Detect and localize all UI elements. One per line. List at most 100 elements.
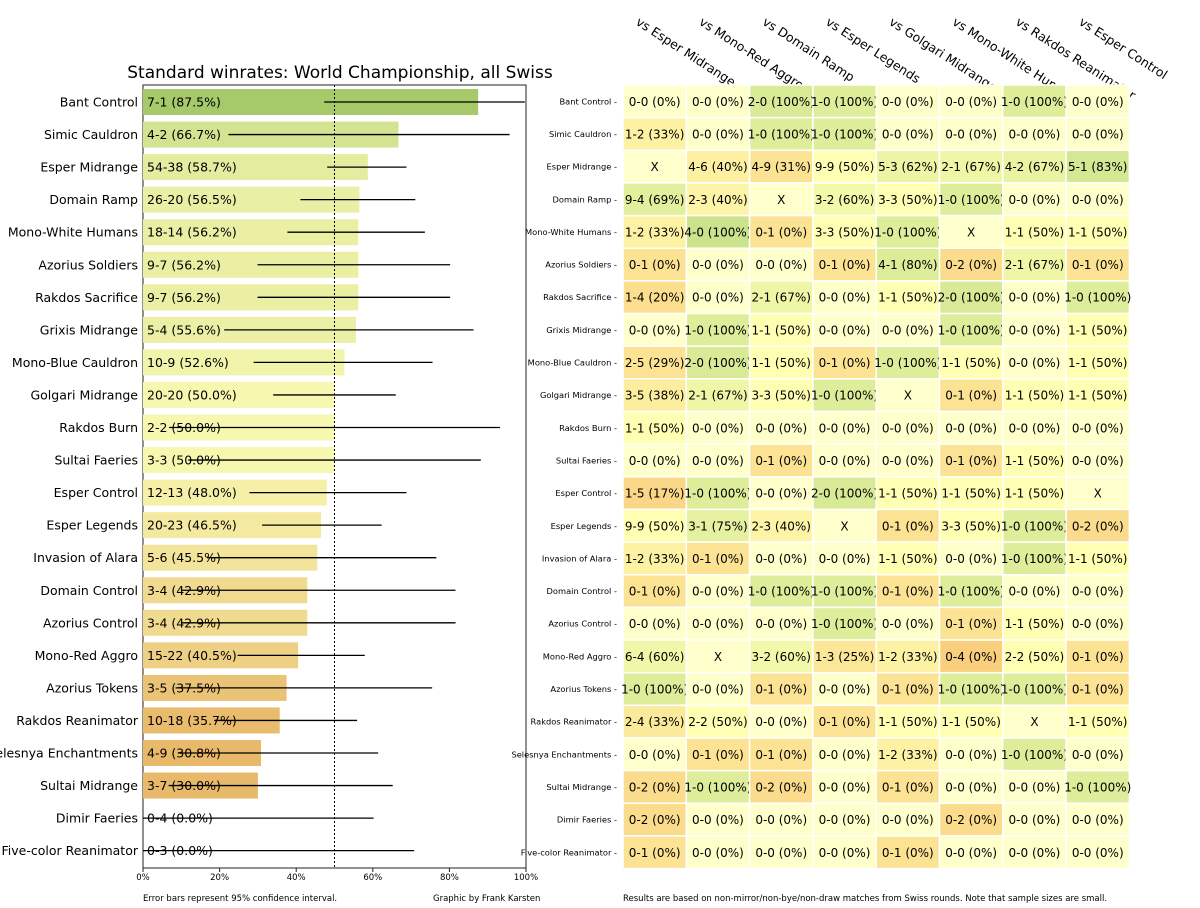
matchup-cell-label: 0-0 (0%) [1009, 127, 1061, 141]
bar-value-label: 26-20 (56.5%) [147, 192, 237, 207]
matchup-cell [685, 835, 751, 870]
matchup-cell-label: 1-0 (100%) [1001, 552, 1068, 566]
matchup-cell-label: 4-1 (80%) [878, 258, 937, 272]
matchup-cell [938, 476, 1004, 511]
deck-label: Selesnya Enchantments [0, 746, 138, 761]
matchup-cell [622, 737, 688, 772]
matchup-cell [1002, 639, 1067, 674]
matchup-cell-label: 0-1 (0%) [755, 454, 807, 468]
matchup-cell-label: 1-1 (50%) [941, 715, 1000, 729]
matchup-cell-label: 0-0 (0%) [882, 421, 934, 435]
matchup-cell-label: 0-0 (0%) [1072, 421, 1124, 435]
matchup-cell [1002, 574, 1067, 609]
matchup-cell-label: 2-0 (100%) [938, 291, 1005, 305]
deck-label: Domain Ramp [49, 192, 138, 207]
matchup-cell-label: 1-0 (100%) [811, 585, 878, 599]
matchup-cell-label: 2-0 (100%) [811, 487, 878, 501]
deck-label: Bant Control [60, 95, 138, 110]
matchup-cell-label: 0-0 (0%) [1009, 780, 1061, 794]
matchup-cell-label: 0-1 (0%) [945, 454, 997, 468]
matchup-cell-label: 1-0 (100%) [874, 356, 941, 370]
bar-value-label: 10-9 (52.6%) [147, 355, 229, 370]
matchup-cell-label: 1-0 (100%) [874, 225, 941, 239]
matchup-cell-label: 0-1 (0%) [882, 846, 934, 860]
matchup-row-label: Esper Legends - [551, 521, 617, 531]
matchup-cell [1065, 671, 1131, 707]
matchup-cell [622, 671, 688, 707]
matchup-cell [938, 737, 1004, 772]
matchup-cell-label: 0-0 (0%) [755, 846, 807, 860]
matchup-cell-label: 1-0 (100%) [1001, 519, 1068, 533]
matchup-cell-label: 0-1 (0%) [945, 389, 997, 403]
bar-value-label: 3-4 (42.9%) [147, 615, 221, 630]
matchup-cell [1065, 541, 1131, 576]
matchup-cell-label: 0-2 (0%) [755, 780, 807, 794]
matchup-cell-label: 1-0 (100%) [621, 683, 688, 697]
matchup-cell-label: 0-0 (0%) [819, 780, 871, 794]
bar-value-label: 15-22 (40.5%) [147, 648, 237, 663]
matchup-cell-label: 1-1 (50%) [941, 356, 1000, 370]
deck-label: Rakdos Reanimator [16, 713, 139, 728]
matchup-cell [812, 214, 877, 250]
matchup-cell [748, 182, 814, 217]
matchup-cell-label: 1-0 (100%) [938, 323, 1005, 337]
matchup-cell-label: 0-1 (0%) [882, 780, 934, 794]
matchup-cell [685, 671, 751, 707]
matchup-cell-label: 1-2 (33%) [878, 748, 937, 762]
matchup-cell-label: 0-0 (0%) [692, 421, 744, 435]
matchup-cell-label: 0-1 (0%) [1072, 258, 1124, 272]
matchup-cell [622, 410, 688, 445]
matchup-cell [748, 574, 814, 609]
matchup-cell-label: 0-1 (0%) [945, 617, 997, 631]
matchup-cell-label: 3-3 (50%) [815, 225, 874, 239]
deck-label: Esper Legends [46, 518, 138, 533]
matchup-cell-label: 0-1 (0%) [629, 846, 681, 860]
matchup-cell [748, 508, 814, 543]
bar-value-label: 5-6 (45.5%) [147, 550, 221, 565]
matchup-cell-label: 0-0 (0%) [819, 421, 871, 435]
matchup-cell-label: 2-1 (67%) [688, 389, 747, 403]
matchup-cell [812, 737, 877, 772]
matchup-cell-label: 3-5 (38%) [625, 389, 684, 403]
matchup-cell-label: 1-0 (100%) [811, 617, 878, 631]
x-tick-label: 100% [514, 873, 538, 883]
matchup-cell [622, 704, 688, 739]
bar-value-label: 0-4 (0.0%) [147, 811, 213, 826]
matchup-cell [748, 149, 814, 184]
matchup-cell-label: 0-0 (0%) [629, 617, 681, 631]
matchup-row-label: Domain Control - [547, 586, 617, 596]
matchup-cell-label: 0-0 (0%) [819, 846, 871, 860]
bar-value-label: 2-2 (50.0%) [147, 420, 221, 435]
matchup-cell [1002, 835, 1067, 870]
bar-value-label: 18-14 (56.2%) [147, 225, 237, 240]
deck-label: Azorius Soldiers [38, 257, 138, 272]
matchup-cell-label: 1-1 (50%) [878, 552, 937, 566]
matchup-row-label: Sultai Midrange - [546, 782, 617, 792]
matchup-cell [938, 312, 1004, 347]
matchup-cell [1065, 737, 1131, 772]
matchup-cell [938, 410, 1004, 445]
matchup-cell [1002, 116, 1067, 152]
matchup-cell-label: 0-1 (0%) [819, 715, 871, 729]
matchup-cell-label: 1-1 (50%) [878, 715, 937, 729]
matchup-cell-label: 3-3 (50%) [941, 519, 1000, 533]
matchup-cell-label: 2-0 (100%) [684, 356, 751, 370]
matchup-cell-label: 1-0 (100%) [684, 780, 751, 794]
bar-value-label: 3-7 (30.0%) [147, 778, 221, 793]
matchup-row-label: Golgari Midrange - [540, 390, 617, 400]
matchup-cell-label: 4-6 (40%) [688, 160, 747, 174]
matchup-cell-label: 0-1 (0%) [819, 356, 871, 370]
matchup-cell [1065, 378, 1131, 413]
matchup-cell [685, 84, 751, 119]
bar-value-label: 3-3 (50.0%) [147, 453, 221, 468]
matchup-cell [812, 84, 877, 119]
matchup-row-label: Simic Cauldron - [549, 129, 617, 139]
matchup-cell-label: 1-0 (100%) [811, 95, 878, 109]
matchup-row-label: Rakdos Sacrifice - [543, 292, 617, 302]
deck-label: Grixis Midrange [40, 322, 139, 337]
matchup-row-label: Domain Ramp - [553, 194, 617, 204]
matchup-cell [938, 671, 1004, 707]
matchup-cell [748, 214, 814, 250]
matchup-cell-label: 5-1 (83%) [1068, 160, 1127, 174]
